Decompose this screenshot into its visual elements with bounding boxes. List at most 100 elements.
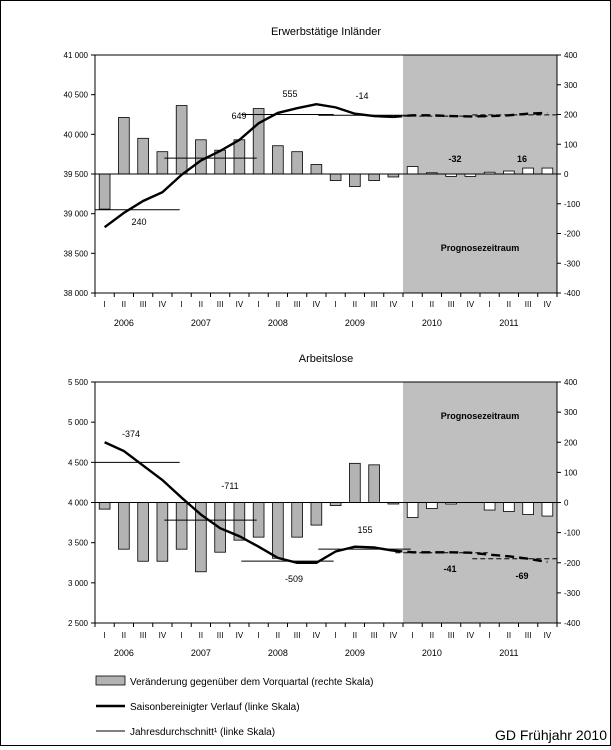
right-axis-tick-label: 200: [564, 438, 578, 447]
change-bar: [291, 502, 303, 538]
quarter-label: II: [122, 631, 126, 640]
right-axis-tick-label: -200: [564, 559, 581, 568]
quarter-label: IV: [313, 300, 321, 309]
left-axis-tick-label: 4 000: [68, 499, 89, 508]
quarter-label: III: [371, 300, 378, 309]
left-axis-tick-label: 3 500: [68, 539, 89, 548]
quarter-label: III: [525, 631, 532, 640]
right-axis-tick-label: 200: [564, 111, 578, 120]
left-axis-tick-label: 38 000: [64, 289, 89, 298]
quarter-label: II: [199, 631, 203, 640]
trend-line-forecast: [393, 111, 548, 119]
legend-trend-label: Saisonbereinigter Verlauf (linke Skala): [130, 702, 300, 713]
change-bar: [541, 502, 554, 517]
quarter-label: IV: [390, 631, 398, 640]
year-label: 2006: [114, 318, 134, 328]
quarter-label: IV: [236, 631, 244, 640]
quarter-label: I: [489, 300, 491, 309]
change-bar: [368, 173, 380, 181]
year-label: 2010: [422, 318, 442, 328]
quarter-label: II: [276, 300, 280, 309]
change-bar: [310, 502, 323, 526]
change-bar: [156, 151, 169, 175]
annual-change-label: -32: [448, 154, 461, 164]
year-label: 2009: [345, 318, 365, 328]
quarter-label: II: [507, 300, 511, 309]
change-bar: [349, 462, 361, 503]
quarter-label: I: [412, 631, 414, 640]
quarter-label: II: [430, 300, 434, 309]
quarter-label: III: [294, 300, 301, 309]
annual-change-label: 155: [357, 525, 372, 535]
year-label: 2007: [191, 648, 211, 658]
quarter-label: III: [217, 300, 224, 309]
left-axis-tick-label: 40 500: [64, 91, 89, 100]
annual-change-label: 555: [282, 89, 297, 99]
quarter-label: II: [199, 300, 203, 309]
year-label: 2008: [268, 318, 288, 328]
change-bar: [137, 502, 149, 562]
right-axis-tick-label: 300: [564, 408, 578, 417]
change-bar: [272, 502, 284, 559]
year-label: 2009: [345, 648, 365, 658]
change-bar: [98, 173, 111, 210]
quarter-label: II: [353, 300, 357, 309]
quarter-label: IV: [390, 300, 398, 309]
annual-change-label: 240: [131, 217, 146, 227]
legend-bar-label: Veränderung gegenüber dem Vorquartal (re…: [130, 677, 374, 688]
right-axis-tick-label: 0: [564, 499, 569, 508]
change-bar: [252, 108, 265, 175]
change-bar: [406, 502, 419, 518]
quarter-label: III: [448, 300, 455, 309]
right-axis-tick-label: -300: [564, 589, 581, 598]
right-axis-tick-label: 100: [564, 140, 578, 149]
trend-line-forecast: [393, 549, 548, 564]
left-axis-tick-label: 39 000: [64, 210, 89, 219]
year-label: 2008: [268, 648, 288, 658]
quarter-label: I: [104, 300, 106, 309]
right-axis-tick-label: -100: [564, 529, 581, 538]
quarter-label: IV: [544, 631, 552, 640]
quarter-label: IV: [467, 300, 475, 309]
quarter-label: I: [104, 631, 106, 640]
right-axis-tick-label: -100: [564, 200, 581, 209]
change-bar: [483, 502, 496, 511]
legend-bar-swatch: [95, 675, 126, 686]
left-axis-tick-label: 4 500: [68, 458, 89, 467]
year-label: 2011: [499, 318, 518, 328]
change-bar: [541, 167, 554, 175]
change-bar: [118, 502, 130, 550]
right-axis-tick-label: -400: [564, 619, 581, 628]
left-axis-tick-label: 40 000: [64, 130, 89, 139]
change-bar: [310, 164, 323, 175]
quarter-label: III: [217, 631, 224, 640]
quarter-label: III: [294, 631, 301, 640]
change-bar: [522, 502, 534, 515]
change-bar: [156, 502, 169, 562]
change-bar: [175, 105, 188, 175]
annual-change-label: -509: [285, 574, 303, 584]
change-bar: [118, 117, 130, 175]
left-axis-tick-label: 5 000: [68, 418, 89, 427]
quarter-label: I: [335, 300, 337, 309]
annual-change-label: -41: [443, 564, 456, 574]
quarter-label: II: [353, 631, 357, 640]
quarter-label: IV: [467, 631, 475, 640]
quarter-label: I: [258, 631, 260, 640]
quarter-label: II: [430, 631, 434, 640]
quarter-label: III: [448, 631, 455, 640]
change-bar: [368, 464, 380, 503]
annual-change-label: -14: [355, 91, 368, 101]
change-bar: [272, 145, 284, 175]
quarter-label: IV: [236, 300, 244, 309]
quarter-label: III: [140, 300, 147, 309]
right-axis-tick-label: 100: [564, 468, 578, 477]
forecast-label: Prognosezeitraum: [441, 411, 520, 421]
year-label: 2010: [422, 648, 442, 658]
quarter-label: I: [258, 300, 260, 309]
annual-change-label: -69: [515, 571, 528, 581]
quarter-label: I: [335, 631, 337, 640]
quarter-label: I: [412, 300, 414, 309]
annual-change-label: -374: [122, 429, 140, 439]
